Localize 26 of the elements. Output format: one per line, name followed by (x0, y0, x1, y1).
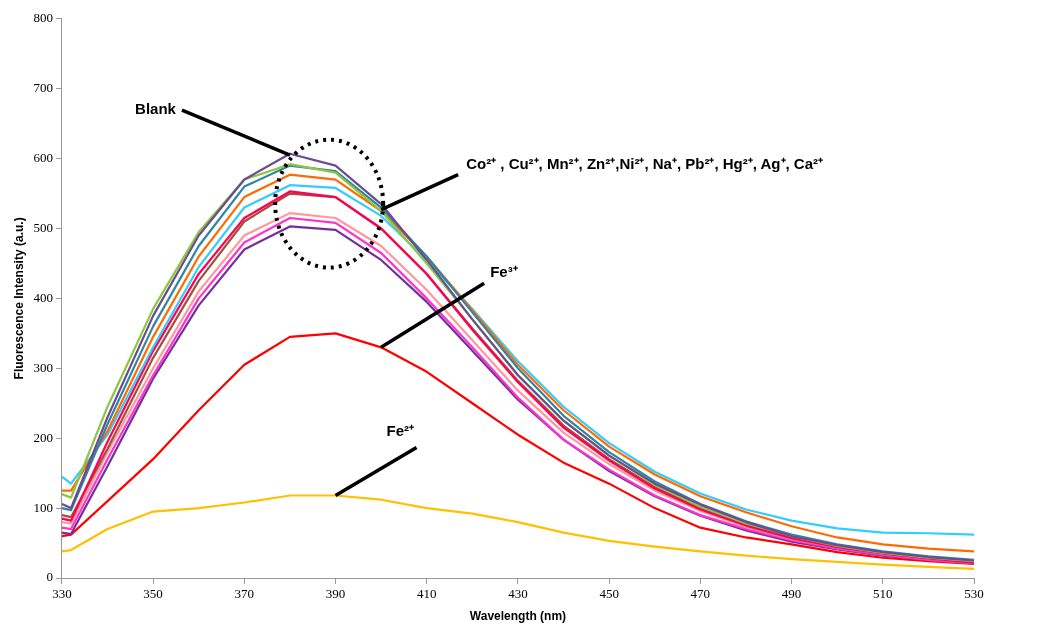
x-tick-label: 390 (325, 586, 346, 602)
annotation: Co²⁺ , Cu²⁺, Mn²⁺, Zn²⁺,Ni²⁺, Na⁺, Pb²⁺, Hg²⁺, Ag⁺, Ca²⁺ (466, 154, 824, 172)
x-tick-label: 350 (143, 586, 163, 602)
x-tick-label: 430 (508, 586, 528, 602)
x-tick-label: 470 (690, 586, 711, 602)
y-tick-label: 700 (33, 80, 53, 96)
y-tick-label: 200 (33, 429, 53, 445)
y-tick-label: 600 (33, 150, 53, 166)
y-tick-label: 0 (46, 569, 53, 585)
x-tick-label: 370 (234, 586, 255, 602)
y-tick-label: 800 (33, 10, 53, 26)
x-tick-label: 410 (416, 586, 437, 602)
y-tick-label: 100 (33, 499, 53, 515)
x-tick-label: 510 (873, 586, 893, 602)
y-tick-label: 300 (33, 359, 53, 375)
y-axis-title: Fluorescence Intensity (a.u.) (11, 217, 26, 380)
annotation: Fe³⁺ (490, 263, 518, 281)
x-axis-title: Wavelength (nm) (469, 609, 567, 624)
annotation: Blank (135, 100, 177, 118)
annotation: Fe²⁺ (386, 421, 415, 439)
x-tick-label: 330 (52, 586, 72, 602)
y-tick-label: 400 (33, 289, 53, 305)
x-tick-label: 530 (964, 586, 984, 602)
y-tick-label: 500 (33, 219, 53, 235)
x-tick-label: 490 (781, 586, 802, 602)
x-tick-label: 450 (599, 586, 619, 602)
